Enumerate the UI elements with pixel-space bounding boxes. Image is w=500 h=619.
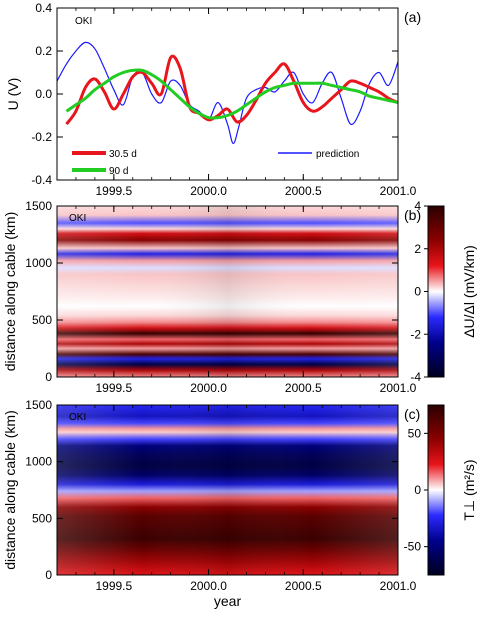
x-tick-label: 2001.0: [380, 579, 417, 593]
x-tick-label: 2000.5: [285, 184, 322, 198]
y-tick-label: 0: [45, 568, 52, 582]
y-tick-label: -0.4: [31, 173, 52, 187]
panel-b-y-ticks: 0 500 1000 1500: [25, 199, 398, 384]
series-90d-line: [65, 68, 398, 120]
panel-b-site-label: OKI: [69, 213, 86, 224]
y-tick-label: 0.0: [35, 87, 52, 101]
panel-a-label: (a): [404, 9, 421, 25]
x-tick-label: 2000.0: [190, 381, 227, 395]
panel-b-y-axis-label: distance along cable (km): [2, 212, 18, 372]
colorbar-tick-label: 50: [408, 426, 422, 440]
y-tick-label: 1500: [25, 398, 52, 412]
panel-c-y-axis-label: distance along cable (km): [2, 410, 18, 570]
legend-90d-label: 90 d: [109, 166, 128, 177]
colorbar-tick-label: -50: [404, 540, 422, 554]
colorbar-tick-label: -4: [410, 370, 421, 384]
panel-b-colorbar: [427, 205, 445, 378]
y-tick-label: 1000: [25, 256, 52, 270]
y-tick-label: 500: [32, 313, 52, 327]
panel-b-heatmap: 0 500 1000 1500 1999.5 2000.0 2000.5 2001.0 OK…: [2, 199, 477, 395]
panel-a-x-ticks: 1999.5 2000.0 2000.5 2001.0: [56, 8, 417, 198]
panel-c-temporal-shading: [57, 405, 398, 575]
x-tick-label: 2001.0: [380, 381, 417, 395]
x-tick-label: 2000.0: [190, 184, 227, 198]
panel-c-site-label: OKI: [69, 412, 86, 423]
colorbar-tick-label: 0: [414, 483, 421, 497]
panel-c-x-axis-label: year: [214, 593, 242, 609]
x-tick-label: 2001.0: [380, 184, 417, 198]
x-tick-label: 2000.5: [285, 579, 322, 593]
panel-b-temporal-shading: [57, 206, 398, 377]
y-tick-label: -0.2: [31, 130, 52, 144]
prediction-series-line: [57, 41, 398, 144]
y-tick-label: 500: [32, 511, 52, 525]
y-tick-label: 1500: [25, 199, 52, 213]
y-tick-label: 0.2: [35, 44, 52, 58]
panel-c-colorbar: [427, 404, 445, 576]
panel-a-y-ticks: -0.4 -0.2 0.0 0.2 0.4: [31, 1, 398, 187]
x-tick-label: 1999.5: [95, 381, 132, 395]
x-tick-label: 1999.5: [95, 184, 132, 198]
panel-a-y-axis-label: U (V): [5, 78, 21, 111]
legend-prediction-label: prediction: [316, 149, 359, 160]
panel-c-label: (c): [404, 406, 420, 422]
y-tick-label: 1000: [25, 455, 52, 469]
colorbar-tick-label: 2: [414, 242, 421, 256]
y-tick-label: 0: [45, 370, 52, 384]
x-tick-label: 2000.0: [190, 579, 227, 593]
x-tick-label: 2000.5: [285, 381, 322, 395]
panel-c-x-ticks: 1999.5 2000.0 2000.5 2001.0: [56, 405, 417, 593]
colorbar-tick-label: 0: [414, 285, 421, 299]
panel-b-x-ticks: 1999.5 2000.0 2000.5 2001.0: [56, 206, 417, 395]
panel-a-line-chart: -0.4 -0.2 0.0 0.2 0.4 1999.5 2000.0 2000.5 2001…: [5, 1, 421, 198]
panel-a-site-label: OKI: [75, 16, 92, 27]
panel-c-colorbar-label: T⊥ (m²/s): [461, 459, 477, 520]
x-tick-label: 1999.5: [95, 579, 132, 593]
panel-b-colorbar-ticks: 4 2 0 -2 -4: [410, 199, 428, 384]
legend-30-5d-label: 30.5 d: [109, 149, 137, 160]
panel-b-label: (b): [404, 207, 421, 223]
colorbar-tick-label: -2: [410, 327, 421, 341]
panel-c-y-ticks: 0 500 1000 1500: [25, 398, 398, 582]
y-tick-label: 0.4: [35, 1, 52, 15]
panel-c-colorbar-ticks: 50 0 -50: [404, 426, 428, 554]
panel-a-series-group: [57, 41, 398, 144]
panel-b-colorbar-label: ΔU/Δl (mV/km): [461, 245, 477, 338]
colorbar-tick-label: 4: [414, 199, 421, 213]
panel-a-legend: 30.5 d 90 d prediction: [72, 149, 359, 177]
